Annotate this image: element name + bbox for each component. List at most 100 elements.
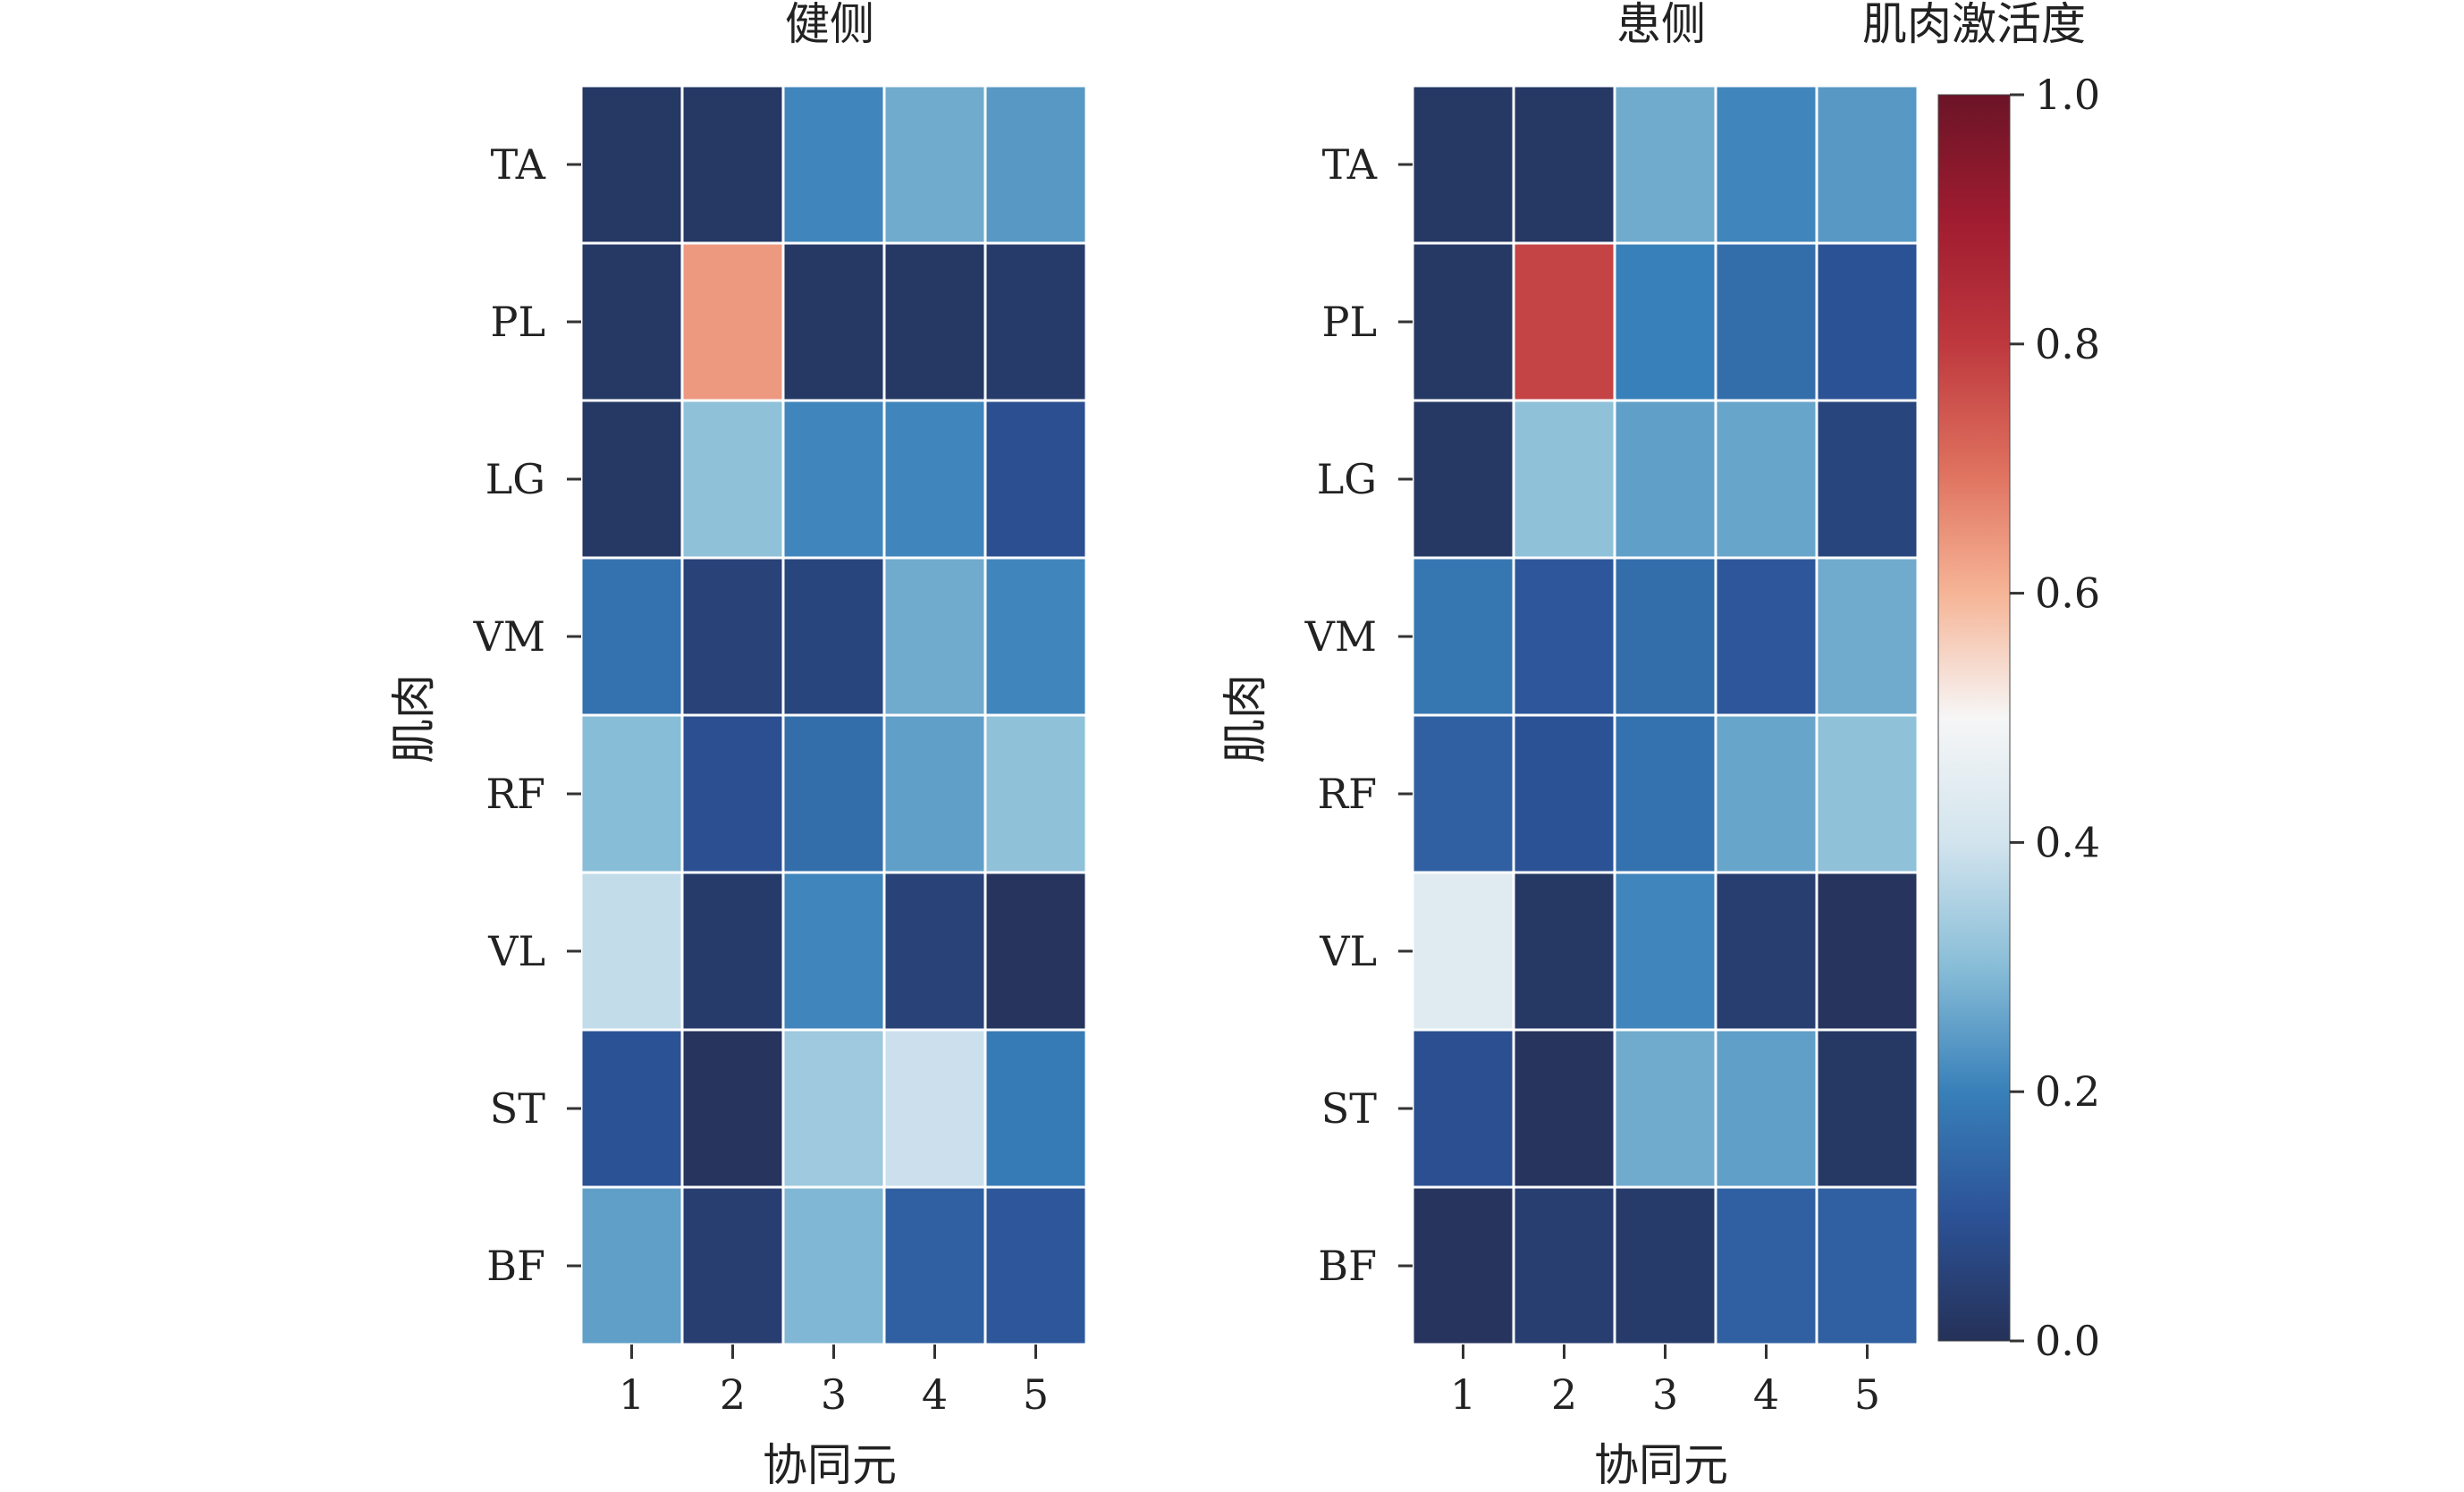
- x-axis-ticks-affected: 1 2 3 4 5: [1450, 1344, 1880, 1419]
- heatmap-cell-1-ST-5: [1815, 1028, 1920, 1189]
- x-tick-label: 1: [1450, 1370, 1476, 1419]
- heatmap-cells-healthy: [579, 84, 1088, 1346]
- heatmap-cell-1-VM-5: [1815, 556, 1920, 717]
- colorbar: 肌肉激活度 0.0 0.2 0.4 0.6 0.8 1.0: [1862, 0, 2100, 1365]
- y-tick-label: LG: [1317, 455, 1377, 503]
- heatmap-cell-0-ST-5: [983, 1028, 1088, 1189]
- heatmap-cell-1-PL-1: [1411, 241, 1515, 402]
- heatmap-cell-0-TA-3: [781, 84, 886, 245]
- colorbar-tick-label: 1.0: [2035, 71, 2100, 119]
- heatmap-cell-1-BF-3: [1613, 1185, 1717, 1346]
- heatmap-cell-0-LG-1: [579, 399, 684, 560]
- heatmap-cell-1-VL-3: [1613, 871, 1717, 1032]
- heatmap-cell-0-VL-5: [983, 871, 1088, 1032]
- heatmap-cell-0-ST-4: [882, 1028, 987, 1189]
- y-axis-ticks-affected: TA PL LG VM RF VL ST BF: [1304, 140, 1413, 1290]
- heatmap-cell-1-PL-2: [1512, 241, 1616, 402]
- heatmap-cell-0-ST-2: [680, 1028, 785, 1189]
- heatmap-cell-0-LG-3: [781, 399, 886, 560]
- heatmap-cell-0-RF-2: [680, 713, 785, 874]
- heatmap-cell-1-PL-4: [1714, 241, 1818, 402]
- heatmap-cell-0-TA-4: [882, 84, 987, 245]
- heatmap-cell-0-RF-3: [781, 713, 886, 874]
- heatmap-cell-1-LG-2: [1512, 399, 1616, 560]
- heatmap-cell-1-TA-2: [1512, 84, 1616, 245]
- x-axis-title-healthy: 协同元: [763, 1439, 897, 1488]
- y-tick-label: VL: [1319, 927, 1377, 975]
- y-tick-label: ST: [1321, 1084, 1378, 1133]
- y-tick-label: BF: [486, 1242, 545, 1290]
- heatmap-cell-0-LG-2: [680, 399, 785, 560]
- heatmap-cell-0-ST-1: [579, 1028, 684, 1189]
- heatmap-cell-1-BF-2: [1512, 1185, 1616, 1346]
- y-axis-title-affected: 肌肉: [1219, 674, 1271, 763]
- heatmap-affected-side: 患侧 TA PL LG VM RF VL ST BF 1 2 3 4 5 协同元 肌肉: [1219, 0, 1920, 1491]
- heatmap-cell-0-ST-3: [781, 1028, 886, 1189]
- heatmap-cell-0-LG-5: [983, 399, 1088, 560]
- heatmap-cell-0-PL-4: [882, 241, 987, 402]
- heatmap-cell-1-RF-5: [1815, 713, 1920, 874]
- heatmap-cell-0-VL-4: [882, 871, 987, 1032]
- x-tick-label: 5: [1023, 1370, 1049, 1419]
- heatmap-cell-1-VM-4: [1714, 556, 1818, 717]
- colorbar-tick-label: 0.2: [2035, 1067, 2100, 1116]
- heatmap-cell-1-TA-4: [1714, 84, 1818, 245]
- heatmap-cell-1-RF-1: [1411, 713, 1515, 874]
- heatmap-cell-1-RF-2: [1512, 713, 1616, 874]
- heatmap-cell-0-TA-5: [983, 84, 1088, 245]
- x-tick-label: 2: [720, 1370, 746, 1419]
- heatmap-cell-1-BF-5: [1815, 1185, 1920, 1346]
- colorbar-tick-label: 0.8: [2035, 320, 2100, 368]
- heatmap-cell-1-VL-1: [1411, 871, 1515, 1032]
- heatmap-cell-0-PL-2: [680, 241, 785, 402]
- colorbar-tick-label: 0.0: [2035, 1317, 2100, 1365]
- heatmap-cell-1-RF-4: [1714, 713, 1818, 874]
- x-tick-label: 4: [922, 1370, 948, 1419]
- x-tick-label: 2: [1551, 1370, 1577, 1419]
- heatmap-cell-1-ST-2: [1512, 1028, 1616, 1189]
- y-tick-label: TA: [1322, 140, 1378, 189]
- heatmap-cell-0-VM-2: [680, 556, 785, 717]
- panel-title-healthy: 健侧: [785, 0, 874, 50]
- x-tick-label: 3: [1652, 1370, 1678, 1419]
- heatmap-cell-1-TA-5: [1815, 84, 1920, 245]
- heatmap-cell-0-BF-1: [579, 1185, 684, 1346]
- heatmap-cell-1-PL-3: [1613, 241, 1717, 402]
- y-tick-label: BF: [1318, 1242, 1377, 1290]
- colorbar-tick-label: 0.6: [2035, 569, 2100, 618]
- heatmap-cell-0-RF-4: [882, 713, 987, 874]
- heatmap-cell-0-VM-5: [983, 556, 1088, 717]
- x-axis-title-affected: 协同元: [1594, 1439, 1728, 1488]
- heatmap-cell-0-PL-1: [579, 241, 684, 402]
- heatmap-cell-1-VM-1: [1411, 556, 1515, 717]
- heatmap-healthy-side: 健侧 TA PL LG VM RF VL ST BF 1 2 3 4 5 协同元 肌肉: [388, 0, 1088, 1491]
- heatmap-cell-0-LG-4: [882, 399, 987, 560]
- heatmap-cell-1-PL-5: [1815, 241, 1920, 402]
- y-tick-label: ST: [490, 1084, 546, 1133]
- heatmap-cell-1-TA-3: [1613, 84, 1717, 245]
- heatmap-cell-1-TA-1: [1411, 84, 1515, 245]
- colorbar-ticks: 0.0 0.2 0.4 0.6 0.8 1.0: [2010, 71, 2100, 1365]
- heatmap-cell-0-RF-5: [983, 713, 1088, 874]
- y-tick-label: PL: [491, 298, 546, 346]
- heatmap-cell-1-ST-4: [1714, 1028, 1818, 1189]
- heatmap-cell-0-PL-3: [781, 241, 886, 402]
- y-tick-label: VL: [487, 927, 545, 975]
- y-tick-label: RF: [1317, 770, 1377, 818]
- colorbar-gradient: [1937, 94, 2011, 1342]
- heatmap-cell-0-VM-1: [579, 556, 684, 717]
- panel-title-affected: 患侧: [1616, 0, 1706, 50]
- heatmap-cell-1-VL-5: [1815, 871, 1920, 1032]
- heatmap-cell-0-VL-3: [781, 871, 886, 1032]
- heatmap-cell-1-LG-1: [1411, 399, 1515, 560]
- heatmap-cell-0-TA-1: [579, 84, 684, 245]
- y-tick-label: VM: [473, 612, 545, 661]
- heatmap-cell-0-RF-1: [579, 713, 684, 874]
- heatmap-cell-1-ST-1: [1411, 1028, 1515, 1189]
- x-tick-label: 3: [821, 1370, 847, 1419]
- heatmap-cell-0-BF-2: [680, 1185, 785, 1346]
- heatmap-cell-0-TA-2: [680, 84, 785, 245]
- heatmap-cell-1-VL-4: [1714, 871, 1818, 1032]
